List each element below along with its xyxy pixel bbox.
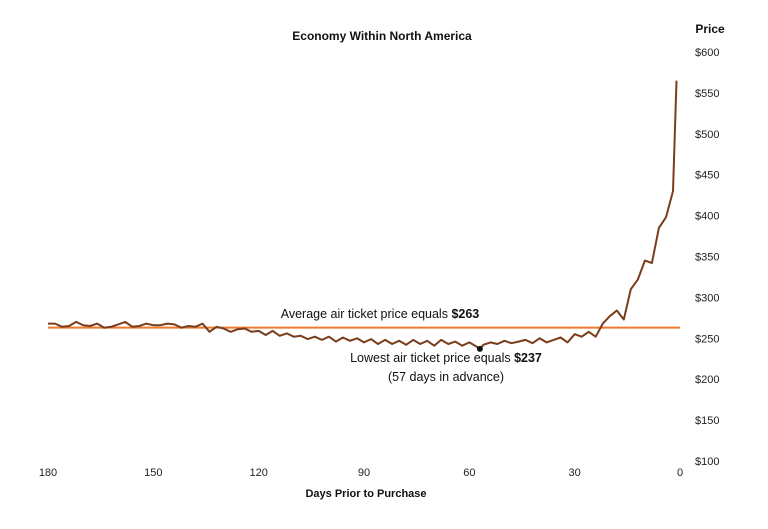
y-tick-label: $350 (695, 252, 719, 264)
chart-title: Economy Within North America (292, 29, 472, 43)
y-tick-label: $500 (695, 129, 719, 141)
lowest-price-annotation: Lowest air ticket price equals $237 (350, 351, 542, 365)
price-series-line (48, 80, 678, 350)
y-tick-label: $150 (695, 415, 719, 427)
y-tick-label: $550 (695, 88, 719, 100)
y-tick-label: $250 (695, 333, 719, 345)
y-tick-label: $100 (695, 456, 719, 468)
x-tick-label: 60 (463, 467, 475, 479)
y-axis-label: Price (695, 22, 725, 36)
x-tick-label: 0 (677, 467, 683, 479)
average-price-annotation: Average air ticket price equals $263 (281, 307, 480, 321)
x-tick-label: 180 (39, 467, 57, 479)
average-price-annotation-value: $263 (451, 307, 479, 321)
lowest-price-annotation-value: $237 (514, 351, 542, 365)
y-axis-ticks: $100 $150 $200 $250 $300 $350 $400 $450 $500 $550… (695, 47, 719, 468)
x-tick-label: 90 (358, 467, 370, 479)
y-tick-label: $300 (695, 292, 719, 304)
average-price-annotation-text: Average air ticket price equals (281, 307, 452, 321)
lowest-price-annotation-text: Lowest air ticket price equals (350, 351, 514, 365)
lowest-price-annotation-sub: (57 days in advance) (388, 370, 504, 384)
x-axis-label: Days Prior to Purchase (305, 488, 426, 500)
x-tick-label: 30 (569, 467, 581, 479)
lowest-price-marker (476, 345, 483, 352)
x-axis-ticks: 180 150 120 90 60 30 0 (39, 467, 683, 479)
y-tick-label: $200 (695, 374, 719, 386)
y-tick-label: $600 (695, 47, 719, 59)
x-tick-label: 120 (249, 467, 267, 479)
y-tick-label: $450 (695, 170, 719, 182)
y-tick-label: $400 (695, 211, 719, 223)
x-tick-label: 150 (144, 467, 162, 479)
